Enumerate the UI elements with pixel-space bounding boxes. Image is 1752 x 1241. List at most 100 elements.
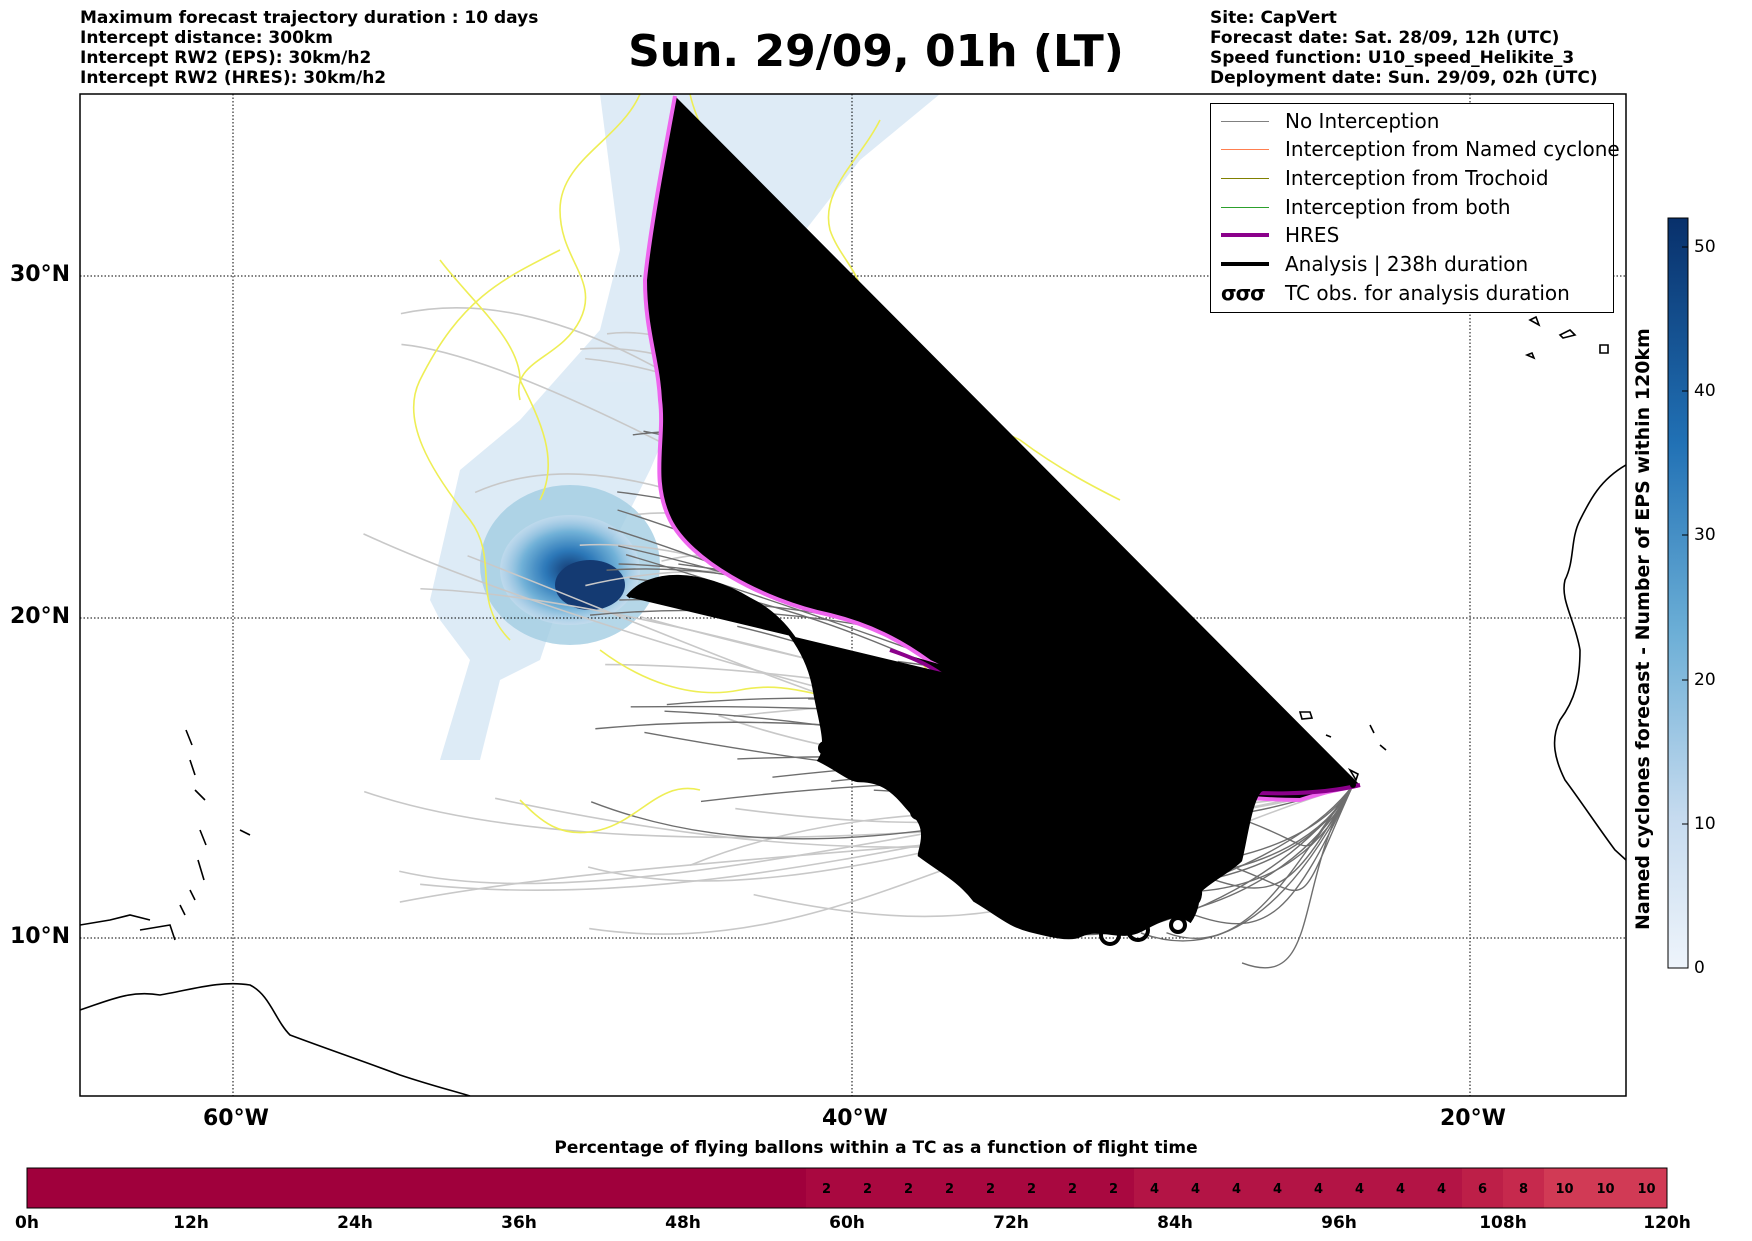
time-bar-cell-value: 10	[1555, 1182, 1573, 1197]
time-bar-cell	[1011, 1168, 1053, 1208]
legend-label: Interception from Trochoid	[1285, 166, 1549, 190]
map-frame	[79, 93, 1627, 1097]
time-label-108h: 108h	[1479, 1213, 1527, 1233]
colorbar-gradient	[1667, 217, 1689, 969]
legend-item-trochoid: Interception from Trochoid	[1221, 165, 1549, 191]
time-bar-cell	[1052, 1168, 1094, 1208]
time-bar-cell	[1421, 1168, 1463, 1208]
time-bar-cell	[68, 1168, 110, 1208]
time-bar-cell	[1216, 1168, 1258, 1208]
time-bar-cell	[1339, 1168, 1381, 1208]
time-bar-cell	[1626, 1168, 1668, 1208]
legend-item-hres: HRES	[1221, 222, 1339, 248]
time-label-48h: 48h	[665, 1213, 701, 1233]
time-bar-cell-value: 2	[1068, 1182, 1077, 1197]
time-bar-cell	[970, 1168, 1012, 1208]
time-bar-cell	[1544, 1168, 1586, 1208]
deployment-date-text: Deployment date: Sun. 29/09, 02h (UTC)	[1210, 68, 1598, 88]
time-bar-cell-value: 4	[1314, 1182, 1323, 1197]
trajectory-no-interception-yellow	[412, 249, 561, 641]
cyclone-symbols-icon: σσσ	[1221, 281, 1266, 305]
time-label-72h: 72h	[993, 1213, 1029, 1233]
forecast-date-text: Forecast date: Sat. 28/09, 12h (UTC)	[1210, 28, 1560, 48]
trajectory-no-interception	[1140, 784, 1354, 942]
time-bar-cell	[1134, 1168, 1176, 1208]
legend-item-named-cyclone: Interception from Named cyclone	[1221, 136, 1620, 162]
legend-label: HRES	[1285, 223, 1340, 247]
colorbar-tick-40: 40	[1694, 381, 1716, 401]
time-bar-cell-value: 10	[1637, 1182, 1655, 1197]
time-label-36h: 36h	[501, 1213, 537, 1233]
time-bar-cell	[27, 1168, 69, 1208]
trajectory-no-interception-yellow	[519, 787, 701, 834]
time-bar-cell	[929, 1168, 971, 1208]
legend-item-no-interception: No Interception	[1221, 108, 1439, 134]
time-bar-cell	[765, 1168, 807, 1208]
time-bar-cell	[601, 1168, 643, 1208]
time-bar-cell-value: 2	[863, 1182, 872, 1197]
time-bar-cell	[314, 1168, 356, 1208]
legend-swatch	[1221, 148, 1269, 150]
time-bar-cell-value: 4	[1396, 1182, 1405, 1197]
time-bar-cell	[847, 1168, 889, 1208]
time-bar-cell-value: 4	[1232, 1182, 1241, 1197]
trajectory-no-interception	[1199, 784, 1354, 889]
time-bar-cell	[519, 1168, 561, 1208]
colorbar-tick-20: 20	[1694, 670, 1716, 690]
legend-item-analysis: Analysis | 238h duration	[1221, 251, 1528, 277]
time-bar-cell	[806, 1168, 848, 1208]
time-bar-cell-value: 2	[822, 1182, 831, 1197]
time-bar-cell	[150, 1168, 192, 1208]
time-bar-cell	[560, 1168, 602, 1208]
legend: No Interception Interception from Named …	[1210, 103, 1620, 313]
time-bar-cell-value: 4	[1191, 1182, 1200, 1197]
trajectory-no-interception	[1237, 784, 1354, 892]
legend-item-tc-obs: σσσ TC obs. for analysis duration	[1221, 280, 1570, 306]
time-bar-cell-value: 2	[1109, 1182, 1118, 1197]
time-bar-cell-value: 8	[1519, 1182, 1528, 1197]
time-bar-cell	[273, 1168, 315, 1208]
time-bar-cell	[355, 1168, 397, 1208]
time-bar-cell-value: 10	[1596, 1182, 1614, 1197]
time-bar-cell	[1257, 1168, 1299, 1208]
time-label-84h: 84h	[1157, 1213, 1193, 1233]
lat-label-30n: 30°N	[10, 262, 71, 287]
time-bar-cell	[109, 1168, 151, 1208]
time-bar-cell	[396, 1168, 438, 1208]
header-right: Site: CapVert Forecast date: Sat. 28/09,…	[1210, 8, 1598, 88]
colorbar-title: Named cyclones forecast - Number of EPS …	[1632, 328, 1654, 930]
colorbar-tick-10: 10	[1694, 814, 1716, 834]
time-bar-cell	[1380, 1168, 1422, 1208]
lon-label-20w: 20°W	[1440, 1106, 1506, 1131]
lat-label-20n: 20°N	[10, 604, 71, 629]
page-title: Sun. 29/09, 01h (LT)	[628, 26, 1124, 77]
time-bar-cell	[1175, 1168, 1217, 1208]
intercept-distance-text: Intercept distance: 300km	[80, 28, 333, 48]
lon-label-40w: 40°W	[822, 1106, 888, 1131]
legend-swatch	[1221, 262, 1269, 266]
time-bar-cell-value: 2	[986, 1182, 995, 1197]
coastlines	[80, 315, 1626, 1096]
time-bar-cell-value: 2	[904, 1182, 913, 1197]
africa-coast	[1553, 464, 1626, 861]
time-label-60h: 60h	[829, 1213, 865, 1233]
legend-label: Interception from both	[1285, 195, 1511, 219]
trajectory-no-interception-yellow	[517, 94, 641, 401]
time-bar-cell-value: 6	[1478, 1182, 1487, 1197]
time-bar-cell	[1462, 1168, 1504, 1208]
time-bar-cell	[888, 1168, 930, 1208]
time-label-0h: 0h	[15, 1213, 39, 1233]
time-bar-cell-value: 4	[1355, 1182, 1364, 1197]
analysis-trajectory	[626, 574, 1331, 940]
legend-label: Analysis | 238h duration	[1285, 252, 1529, 276]
caribbean-islands	[80, 729, 251, 941]
time-bar-cell	[232, 1168, 274, 1208]
intercept-eps-text: Intercept RW2 (EPS): 30km/h2	[80, 48, 372, 68]
time-label-12h: 12h	[173, 1213, 209, 1233]
legend-swatch	[1221, 206, 1269, 208]
legend-swatch	[1221, 120, 1269, 122]
time-bar-cell	[1503, 1168, 1545, 1208]
lat-label-10n: 10°N	[10, 924, 71, 949]
legend-label: TC obs. for analysis duration	[1285, 281, 1570, 305]
time-bar-cell	[642, 1168, 684, 1208]
